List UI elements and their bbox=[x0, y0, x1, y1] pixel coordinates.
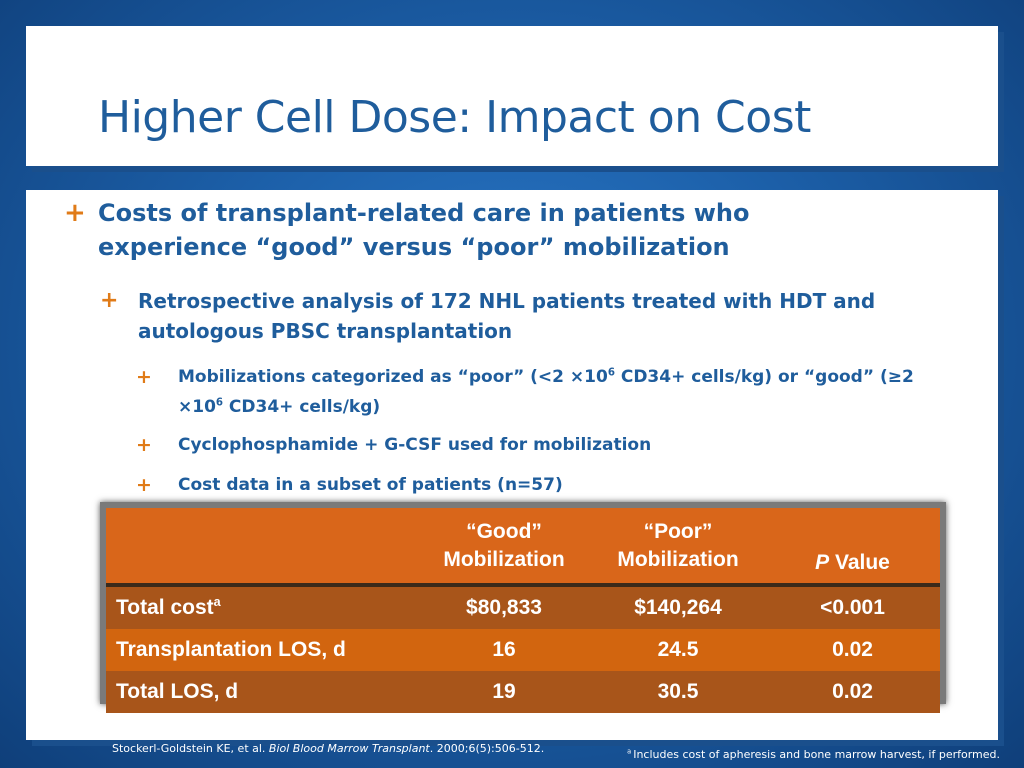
cell-good: 16 bbox=[492, 638, 516, 661]
header-good-line2: Mobilization bbox=[443, 547, 565, 571]
bullet-level1: + Costs of transplant-related care in pa… bbox=[64, 196, 804, 264]
row-label: Total LOS, d bbox=[116, 680, 239, 703]
bullet-level1-text: Costs of transplant-related care in pati… bbox=[98, 199, 750, 261]
bullet-cyclophosphamide-text: Cyclophosphamide + G-CSF used for mobili… bbox=[178, 435, 652, 455]
bullet-cost-subset-text: Cost data in a subset of patients (n=57) bbox=[178, 475, 563, 495]
header-good-line1: “Good” bbox=[466, 519, 542, 543]
header-poor-line1: “Poor” bbox=[643, 519, 713, 543]
bullet-cyclophosphamide: + Cyclophosphamide + G-CSF used for mobi… bbox=[136, 430, 916, 460]
row-label-text: Total cost bbox=[116, 596, 214, 619]
citation: Stockerl-Goldstein KE, et al. Biol Blood… bbox=[112, 742, 544, 755]
cell-good: 19 bbox=[492, 680, 516, 703]
header-p-italic: P bbox=[815, 551, 830, 574]
bullet-level2-text: Retrospective analysis of 172 NHL patien… bbox=[138, 289, 876, 343]
cell-poor: 30.5 bbox=[657, 680, 699, 703]
cost-table-frame: “Good” Mobilization “Poor” Mobilization … bbox=[100, 502, 946, 713]
bullet-mobilization-categories: + Mobilizations categorized as “poor” (<… bbox=[136, 362, 916, 422]
slide-title: Higher Cell Dose: Impact on Cost bbox=[98, 92, 811, 143]
table-header-row: “Good” Mobilization “Poor” Mobilization … bbox=[106, 508, 940, 587]
footnote: a Includes cost of apheresis and bone ma… bbox=[627, 748, 1000, 761]
citation-authors: Stockerl-Goldstein KE, et al. bbox=[112, 742, 269, 755]
cell-good: $80,833 bbox=[466, 596, 542, 619]
plus-bullet-icon: + bbox=[100, 288, 119, 313]
bullet-level2: + Retrospective analysis of 172 NHL pati… bbox=[100, 286, 920, 346]
header-empty bbox=[106, 508, 417, 587]
plus-bullet-icon: + bbox=[136, 474, 152, 496]
header-poor-line2: Mobilization bbox=[617, 547, 739, 571]
bullet-mobilization-text: Mobilizations categorized as “poor” (<2 … bbox=[178, 362, 916, 422]
plus-bullet-icon: + bbox=[136, 366, 152, 388]
plus-bullet-icon: + bbox=[64, 198, 86, 228]
cell-poor: 24.5 bbox=[657, 638, 699, 661]
title-panel: Higher Cell Dose: Impact on Cost bbox=[26, 26, 998, 166]
exponent: 6 bbox=[607, 367, 615, 379]
exponent: 6 bbox=[215, 397, 223, 409]
citation-details: . 2000;6(5):506-512. bbox=[429, 742, 545, 755]
header-p-value: P Value bbox=[765, 508, 940, 587]
citation-journal: Biol Blood Marrow Transplant bbox=[268, 742, 430, 755]
header-good-mobilization: “Good” Mobilization bbox=[417, 508, 591, 587]
bullet-cost-subset: + Cost data in a subset of patients (n=5… bbox=[136, 470, 916, 500]
plus-bullet-icon: + bbox=[136, 434, 152, 456]
footnote-text: Includes cost of apheresis and bone marr… bbox=[633, 748, 1000, 761]
cost-table: “Good” Mobilization “Poor” Mobilization … bbox=[106, 508, 940, 713]
cell-p-value: <0.001 bbox=[820, 596, 885, 619]
header-p-rest: Value bbox=[829, 551, 890, 574]
mobilization-text-part: Mobilizations categorized as “poor” (<2 … bbox=[178, 367, 608, 387]
table-row: Transplantation LOS, d 16 24.5 0.02 bbox=[106, 629, 940, 671]
cell-p-value: 0.02 bbox=[832, 638, 873, 661]
mobilization-text-part: CD34+ cells/kg) or “good” (≥2 ×10 bbox=[178, 367, 914, 417]
table-row: Total costa $80,833 $140,264 <0.001 bbox=[106, 585, 940, 629]
header-poor-mobilization: “Poor” Mobilization bbox=[591, 508, 765, 587]
row-label: Total costa bbox=[106, 585, 417, 629]
footnote-marker: a bbox=[213, 595, 221, 609]
footnote-marker: a bbox=[627, 747, 634, 756]
row-label: Transplantation LOS, d bbox=[116, 638, 346, 661]
cell-p-value: 0.02 bbox=[832, 680, 873, 703]
cell-poor: $140,264 bbox=[634, 596, 722, 619]
mobilization-text-part: CD34+ cells/kg) bbox=[223, 397, 381, 417]
table-row: Total LOS, d 19 30.5 0.02 bbox=[106, 671, 940, 713]
content-panel: + Costs of transplant-related care in pa… bbox=[26, 190, 998, 740]
